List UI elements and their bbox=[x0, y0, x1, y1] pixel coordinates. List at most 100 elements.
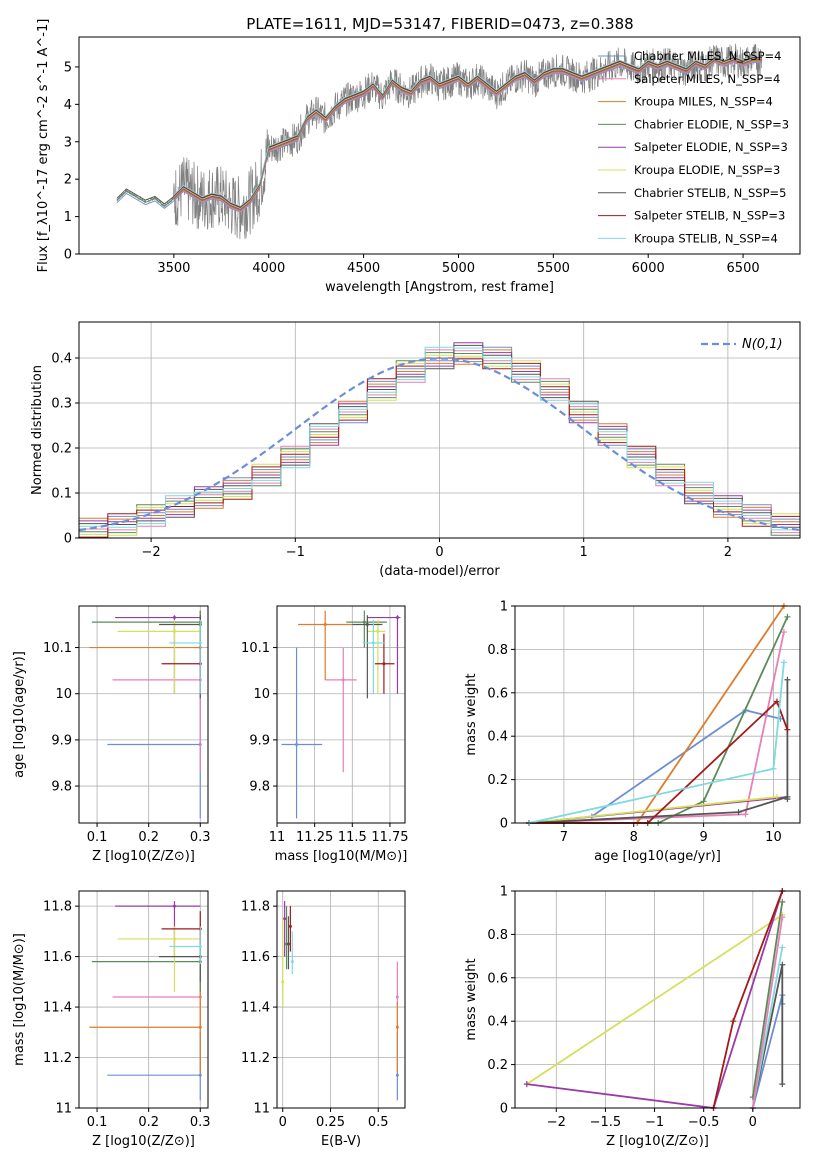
x-tick-label: −2 bbox=[142, 545, 161, 560]
axes-frame bbox=[514, 605, 801, 824]
model-line-salpeter_elodie bbox=[173, 58, 763, 210]
y-axis-label: mass weight bbox=[464, 673, 479, 755]
x-axis-label: wavelength [Angstrom, rest frame] bbox=[325, 280, 554, 295]
axes-age_vs_mass: 11 11.25 11.5 11.75 9.8 9.9 10 10.1 mass [log10(… bbox=[241, 605, 409, 864]
x-tick-label: 10 bbox=[765, 830, 782, 845]
data-point bbox=[295, 743, 299, 747]
x-tick-label: 4000 bbox=[252, 261, 285, 276]
series-marker bbox=[770, 765, 777, 772]
legend-label: Kroupa STELIB, N_SSP=4 bbox=[634, 231, 778, 245]
series-marker bbox=[784, 726, 791, 733]
axes-frame bbox=[514, 890, 801, 1109]
x-tick-label: −2 bbox=[547, 1115, 566, 1130]
x-axis-label: mass [log10(M/M⊙)] bbox=[275, 849, 408, 864]
plot-area-age_vs_mass bbox=[281, 610, 401, 819]
legend-label-normal: N(0,1) bbox=[742, 337, 783, 352]
series-line-chabrier_miles bbox=[528, 709, 781, 824]
y-tick-label: 0 bbox=[500, 817, 508, 832]
histogram-chabrier_miles bbox=[79, 346, 800, 539]
x-tick-label: 0.5 bbox=[368, 1115, 389, 1130]
y-tick-label: 5 bbox=[64, 60, 72, 75]
data-point bbox=[362, 620, 366, 624]
data-point bbox=[395, 1073, 399, 1077]
series-marker bbox=[784, 796, 791, 803]
model-line-chabrier_stelib bbox=[116, 57, 763, 209]
model-line-salpeter_miles bbox=[173, 61, 763, 212]
legend-label: Salpeter ELODIE, N_SSP=3 bbox=[634, 140, 788, 154]
y-tick-label: 11.4 bbox=[241, 1001, 270, 1016]
y-tick-label: 9.8 bbox=[51, 780, 72, 795]
y-tick-label: 11.6 bbox=[43, 950, 72, 965]
normal-curve bbox=[78, 357, 801, 532]
data-point bbox=[382, 662, 386, 666]
series-marker bbox=[773, 698, 780, 705]
axes-frame bbox=[78, 890, 209, 1109]
y-tick-label: 9.9 bbox=[249, 733, 270, 748]
plot-area-spectrum bbox=[116, 43, 763, 240]
y-tick-label: 0.4 bbox=[487, 1015, 508, 1030]
data-point bbox=[341, 678, 345, 682]
x-tick-label: 9 bbox=[699, 830, 707, 845]
data-point bbox=[395, 616, 399, 620]
x-tick-label: 0.2 bbox=[138, 830, 159, 845]
x-tick-label: 11.75 bbox=[371, 830, 408, 845]
series-line-salpeter_stelib bbox=[529, 699, 789, 824]
plot-area-age_vs_z bbox=[89, 610, 202, 819]
y-tick-label: 10.1 bbox=[43, 641, 72, 656]
legend-label: Chabrier MILES, N_SSP=4 bbox=[634, 49, 781, 63]
x-tick-label: 0 bbox=[749, 1115, 757, 1130]
axes-frame bbox=[276, 605, 406, 824]
model-line-chabrier_elodie bbox=[116, 59, 763, 211]
y-tick-label: 0.2 bbox=[487, 1058, 508, 1073]
x-tick-label: −0.5 bbox=[688, 1115, 720, 1130]
x-tick-label: −1.5 bbox=[590, 1115, 622, 1130]
axes-mass_vs_ebv: 0 0.25 0.5 11 11.2 11.4 11.6 11.8 E(B-V) bbox=[241, 890, 406, 1149]
data-point bbox=[286, 942, 290, 946]
data-point bbox=[172, 616, 176, 620]
y-tick-label: 0.6 bbox=[487, 686, 508, 701]
y-axis-label: mass [log10(M/M⊙)] bbox=[12, 933, 27, 1066]
x-axis-label: Z [log10(Z/Z⊙)] bbox=[92, 849, 195, 864]
series-line-kroupa_elodie bbox=[528, 796, 777, 824]
axes-massweight_vs_age: 7 8 9 10 0 0.2 0.4 0.6 0.8 1 age [log10(age/yr)] ma… bbox=[464, 600, 801, 864]
figure-title: PLATE=1611, MJD=53147, FIBERID=0473, z=0… bbox=[246, 15, 633, 33]
series-marker bbox=[779, 961, 786, 968]
legend-label: Chabrier STELIB, N_SSP=5 bbox=[634, 186, 786, 200]
y-tick-label: 11.8 bbox=[241, 900, 270, 915]
x-tick-label: 11.5 bbox=[338, 830, 367, 845]
data-point bbox=[395, 1025, 399, 1029]
x-axis-label: Z [log10(Z/Z⊙)] bbox=[606, 1134, 709, 1149]
plot-area-mass_vs_ebv bbox=[281, 901, 399, 1101]
x-tick-label: 8 bbox=[630, 830, 638, 845]
x-tick-label: −1 bbox=[286, 545, 305, 560]
x-tick-label: 0 bbox=[435, 545, 443, 560]
y-tick-label: 0 bbox=[64, 532, 72, 547]
x-tick-label: 0.25 bbox=[316, 1115, 345, 1130]
y-tick-label: 1 bbox=[64, 210, 72, 225]
y-tick-label: 0 bbox=[500, 1102, 508, 1117]
y-axis-label: age [log10(age/yr)] bbox=[12, 651, 27, 778]
y-tick-label: 11.4 bbox=[43, 1001, 72, 1016]
model-line-kroupa_elodie bbox=[173, 58, 763, 209]
y-tick-label: 0 bbox=[64, 248, 72, 263]
x-tick-label: 2 bbox=[724, 545, 732, 560]
data-point bbox=[323, 622, 327, 626]
model-line-kroupa_stelib bbox=[173, 55, 763, 207]
model-line-salpeter_stelib bbox=[173, 56, 763, 208]
y-tick-label: 0.8 bbox=[487, 928, 508, 943]
legend-label: Kroupa MILES, N_SSP=4 bbox=[634, 95, 773, 109]
data-point bbox=[198, 945, 202, 949]
x-tick-label: 0.3 bbox=[190, 1115, 211, 1130]
series-line-chabrier_elodie bbox=[751, 901, 784, 1098]
series-marker bbox=[779, 1081, 786, 1088]
data-point bbox=[376, 629, 380, 633]
axes-mass_vs_z: 0.1 0.2 0.3 11 11.2 11.4 11.6 11.8 Z [log10(Z/Z⊙… bbox=[12, 890, 211, 1149]
series-marker bbox=[779, 898, 786, 905]
legend-label: Salpeter MILES, N_SSP=4 bbox=[634, 72, 780, 86]
axes-age_vs_z: 0.1 0.2 0.3 9.8 9.9 10 10.1 Z [log10(Z/Z⊙)] age … bbox=[12, 605, 211, 864]
data-point bbox=[198, 1073, 202, 1077]
data-point bbox=[172, 629, 176, 633]
series-marker bbox=[773, 793, 780, 800]
y-tick-label: 9.8 bbox=[249, 780, 270, 795]
y-tick-label: 1 bbox=[500, 885, 508, 900]
